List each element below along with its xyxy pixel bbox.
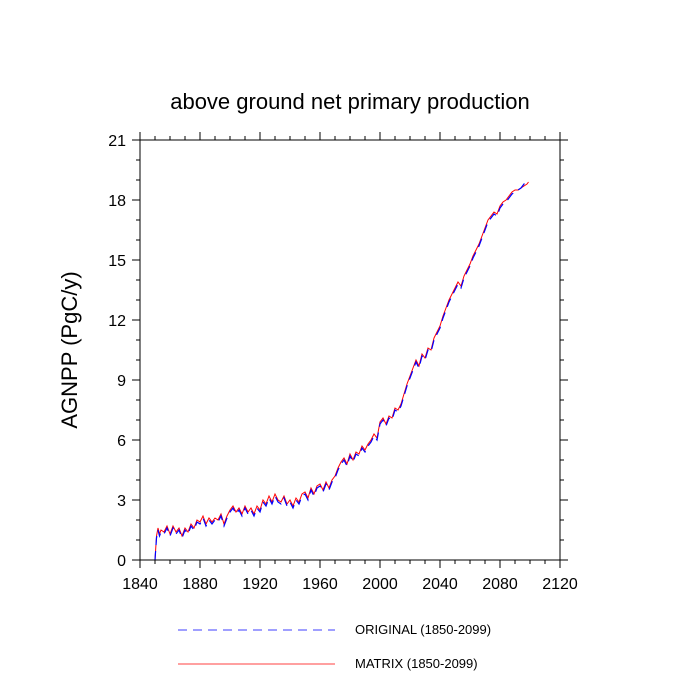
major-ticks xyxy=(132,132,568,568)
x-tick-label: 2000 xyxy=(362,576,398,593)
x-tick-labels: 1840 1880 1920 1960 2000 2040 2080 2120 xyxy=(122,576,578,593)
series-line-original xyxy=(154,179,529,561)
legend-label-matrix: MATRIX (1850-2099) xyxy=(355,656,478,671)
chart-title: above ground net primary production xyxy=(170,89,530,114)
x-tick-label: 1880 xyxy=(182,576,218,593)
legend: ORIGINAL (1850-2099) MATRIX (1850-2099) xyxy=(178,622,491,671)
x-tick-label: 2080 xyxy=(482,576,518,593)
y-tick-label: 9 xyxy=(117,373,126,390)
x-tick-label: 1920 xyxy=(242,576,278,593)
y-tick-label: 3 xyxy=(117,493,126,510)
x-tick-label: 1960 xyxy=(302,576,338,593)
y-tick-label: 6 xyxy=(117,433,126,450)
series-lines xyxy=(154,179,529,561)
x-tick-label: 1840 xyxy=(122,576,158,593)
y-tick-label: 18 xyxy=(108,193,126,210)
x-tick-label: 2040 xyxy=(422,576,458,593)
y-axis-label: AGNPP (PgC/y) xyxy=(57,271,82,428)
y-tick-labels: 0 3 6 9 12 15 18 21 xyxy=(108,133,126,570)
y-tick-label: 21 xyxy=(108,133,126,150)
x-tick-label: 2120 xyxy=(542,576,578,593)
legend-label-original: ORIGINAL (1850-2099) xyxy=(355,622,491,637)
series-line-matrix xyxy=(154,181,529,561)
y-tick-label: 12 xyxy=(108,313,126,330)
y-tick-label: 0 xyxy=(117,553,126,570)
y-tick-label: 15 xyxy=(108,253,126,270)
minor-ticks xyxy=(136,136,564,564)
plot-frame xyxy=(139,139,561,561)
